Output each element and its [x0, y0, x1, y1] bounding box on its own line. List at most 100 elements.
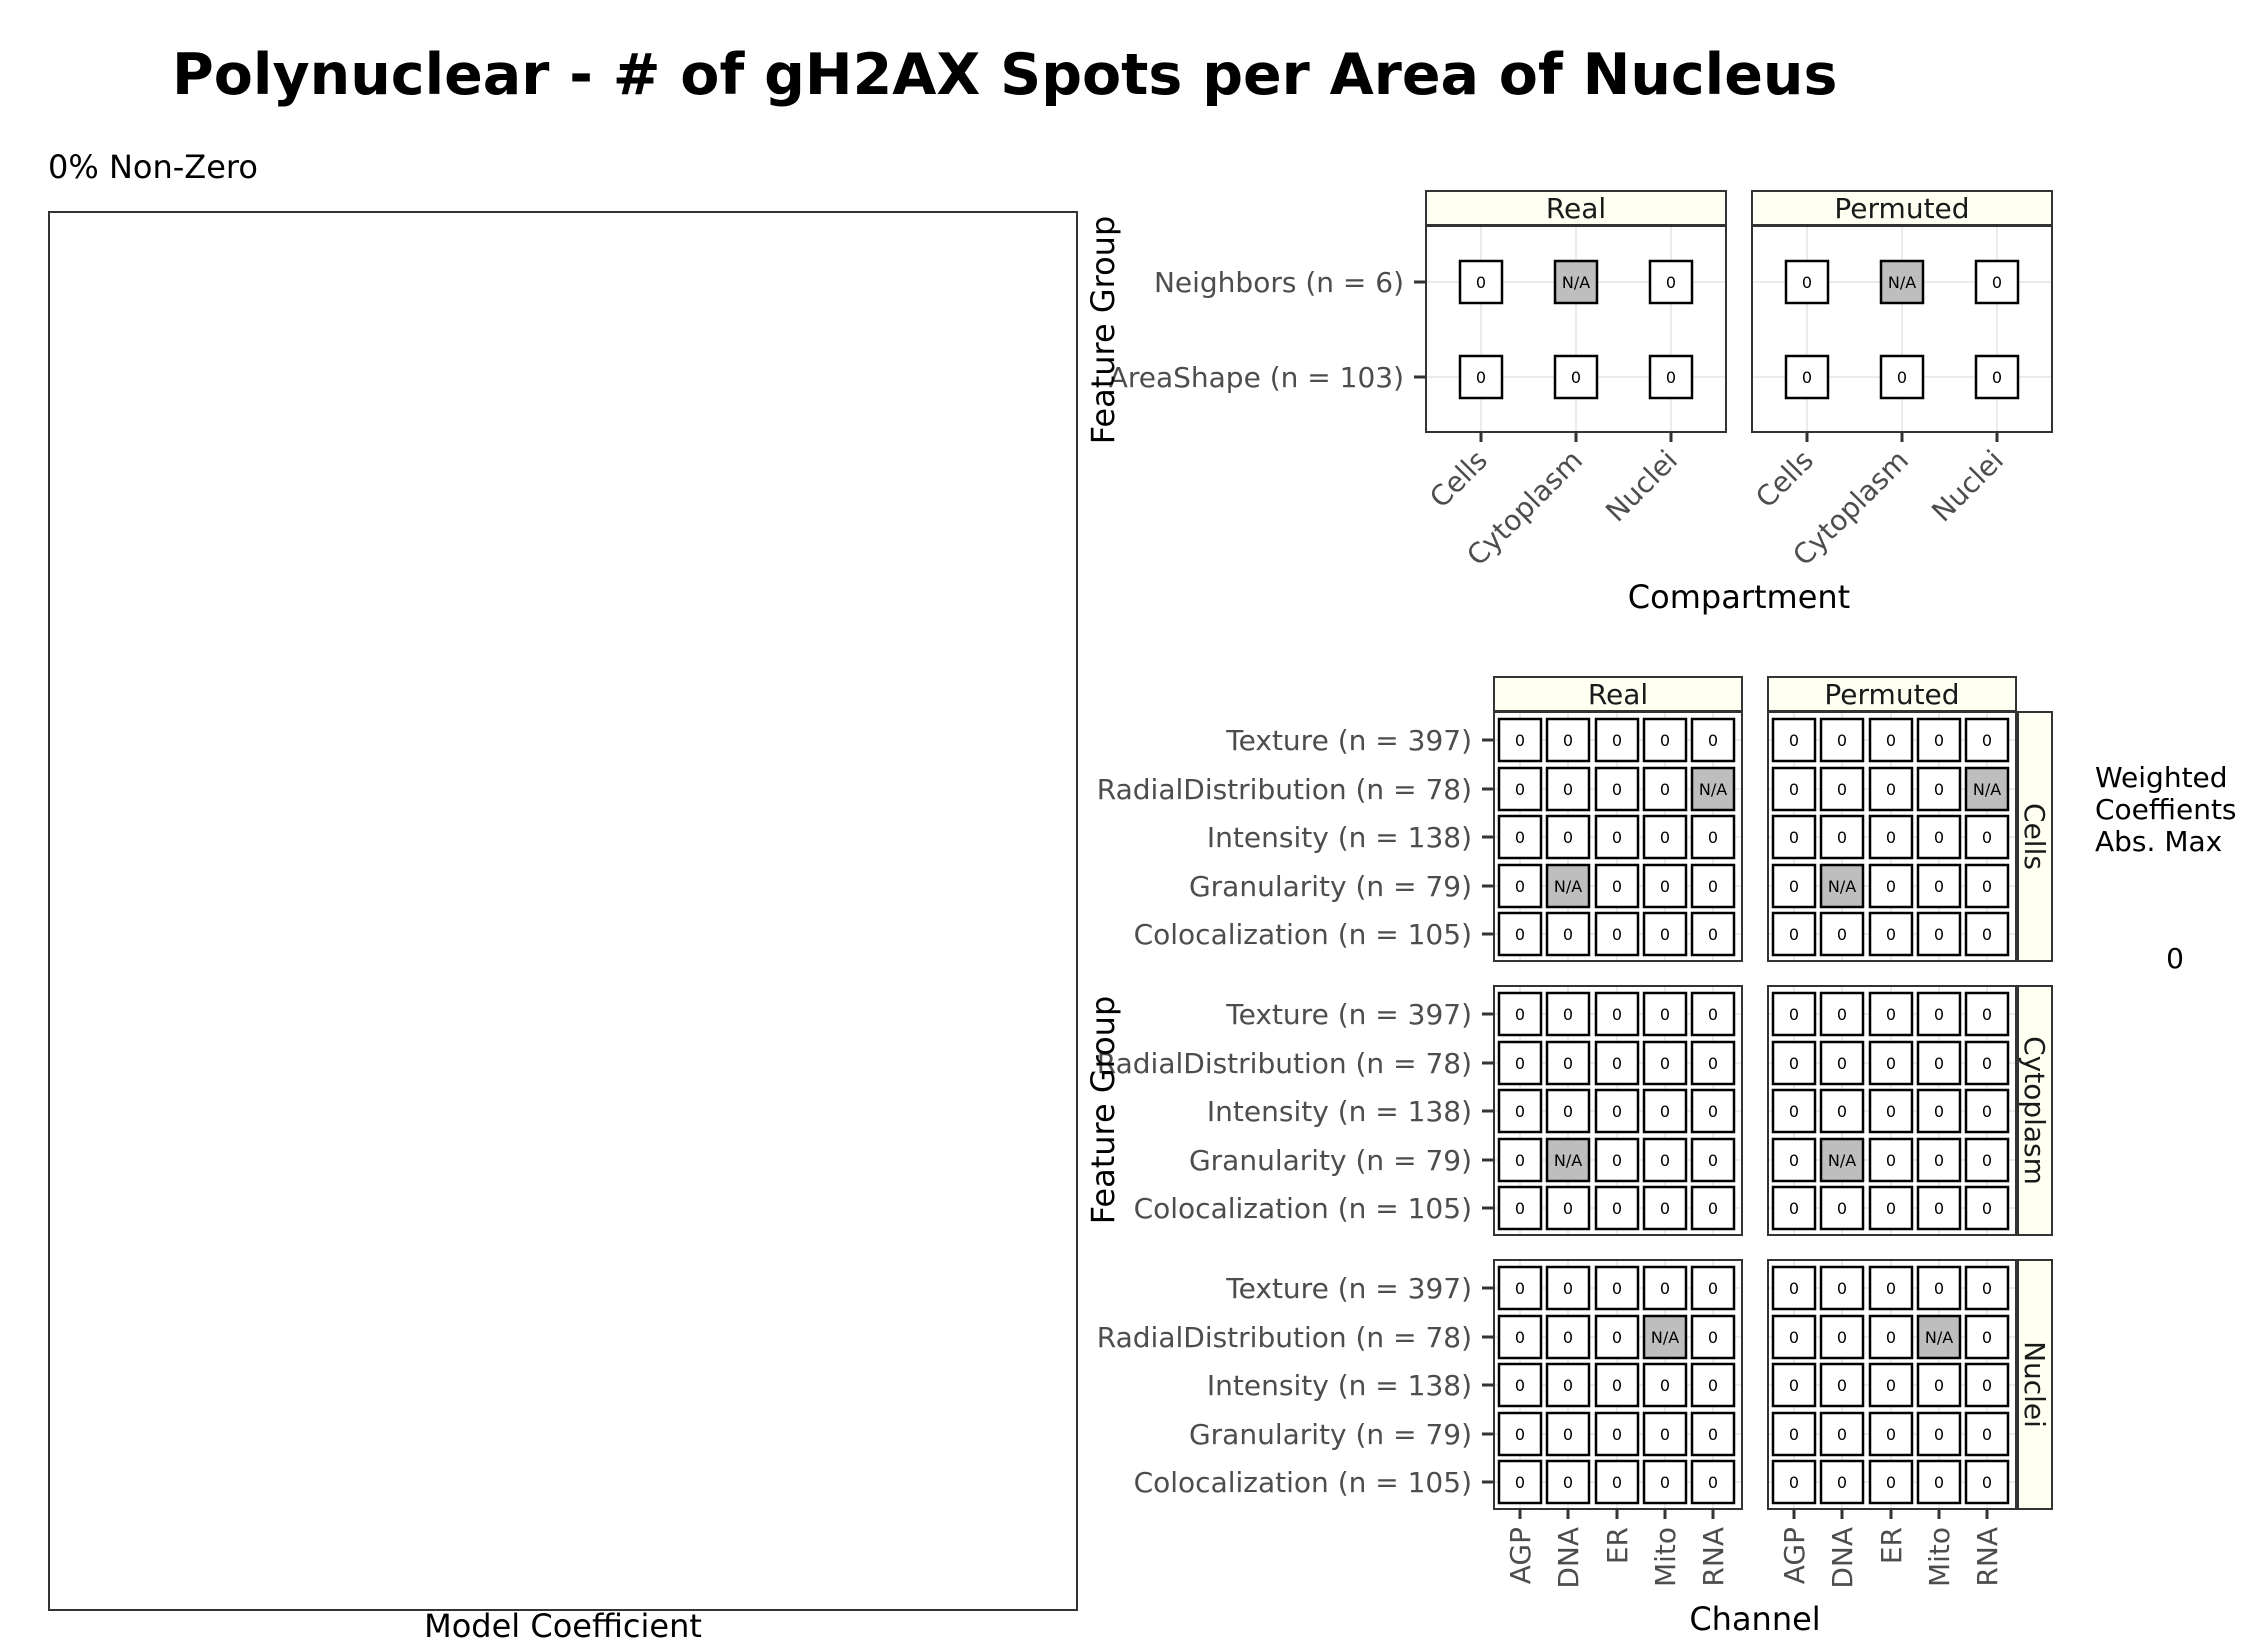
heat-cell — [1868, 863, 1914, 909]
heat-cell-label: 0 — [1515, 1005, 1525, 1024]
legend-title-line: Coeffients — [2095, 793, 2237, 826]
heat-cell — [1545, 766, 1591, 812]
heat-cell — [1690, 991, 1736, 1037]
heat-cell — [1964, 1265, 2010, 1311]
heat-cell — [1642, 1088, 1688, 1134]
heat-cell-label: 0 — [1515, 1054, 1525, 1073]
heat-cell — [1916, 863, 1962, 909]
heat-cell — [1868, 911, 1914, 957]
heat-cell — [1819, 1088, 1865, 1134]
heat-cell-label: 0 — [1982, 1328, 1992, 1347]
heat-cell-label: N/A — [1925, 1328, 1953, 1347]
strip-label: Permuted — [1834, 192, 1969, 225]
heat-cell-label: 0 — [1515, 1102, 1525, 1121]
heat-cell — [1545, 911, 1591, 957]
heat-cell-label: 0 — [1886, 1199, 1896, 1218]
heat-cell-label: 0 — [1708, 1425, 1718, 1444]
heat-cell-label: 0 — [1660, 828, 1670, 847]
heat-cell-label: 0 — [1476, 368, 1486, 387]
heat-cell-label: 0 — [1934, 780, 1944, 799]
heat-cell — [1819, 1362, 1865, 1408]
heat-cell — [1594, 814, 1640, 860]
heat-cell-label: 0 — [1612, 877, 1622, 896]
heat-cell-label: 0 — [1934, 828, 1944, 847]
compartment-x-axis-title: Compartment — [1628, 578, 1850, 616]
heat-cell — [1545, 1088, 1591, 1134]
heat-cell-label: 0 — [1612, 925, 1622, 944]
heat-cell-label: 0 — [1886, 1102, 1896, 1121]
heat-cell — [1497, 814, 1543, 860]
heat-cell — [1497, 911, 1543, 957]
heat-cell — [1642, 814, 1688, 860]
heat-cell-label: 0 — [1515, 1376, 1525, 1395]
heat-cell-label: 0 — [1982, 1279, 1992, 1298]
heat-cell-label: 0 — [1515, 1151, 1525, 1170]
heat-cell — [1553, 259, 1599, 305]
heat-cell — [1964, 1411, 2010, 1457]
heat-cell — [1690, 863, 1736, 909]
strip-label: Cytoplasm — [2018, 1036, 2051, 1185]
heat-cell — [1879, 354, 1925, 400]
heat-cell — [1690, 911, 1736, 957]
heat-cell-label: 0 — [1982, 1005, 1992, 1024]
heat-cell-label: 0 — [1837, 1054, 1847, 1073]
heat-cell — [1916, 1265, 1962, 1311]
heat-cell — [1594, 1362, 1640, 1408]
y-tick-label: Texture (n = 397) — [1225, 1272, 1472, 1305]
heat-cell-label: 0 — [1837, 828, 1847, 847]
heat-cell — [1497, 1411, 1543, 1457]
heat-cell — [1868, 1314, 1914, 1360]
heat-cell-label: 0 — [1992, 368, 2002, 387]
heat-cell-label: 0 — [1666, 368, 1676, 387]
heat-cell-label: 0 — [1789, 1151, 1799, 1170]
heat-cell-label: 0 — [1563, 1054, 1573, 1073]
panel-border — [1767, 711, 2017, 962]
heat-cell — [1771, 1088, 1817, 1134]
heat-cell — [1553, 354, 1599, 400]
heat-cell-label: 0 — [1660, 1473, 1670, 1492]
heat-cell — [1819, 717, 1865, 763]
heat-cell — [1545, 863, 1591, 909]
heat-cell-label: 0 — [1708, 1199, 1718, 1218]
heat-cell — [1594, 1137, 1640, 1183]
heat-cell — [1690, 1137, 1736, 1183]
heat-cell-label: 0 — [1934, 1005, 1944, 1024]
heat-cell-label: 0 — [1789, 1199, 1799, 1218]
heat-cell — [1916, 1185, 1962, 1231]
heat-cell — [1771, 911, 1817, 957]
heat-cell — [1497, 1362, 1543, 1408]
heat-cell — [1916, 911, 1962, 957]
heat-cell — [1497, 1265, 1543, 1311]
heat-cell-label: 0 — [1612, 780, 1622, 799]
heat-cell-label: 0 — [1515, 1199, 1525, 1218]
x-tick-label: ER — [1875, 1527, 1908, 1564]
legend-value: 0 — [2166, 942, 2184, 975]
heat-cell — [1819, 1411, 1865, 1457]
heat-cell-label: 0 — [1934, 1279, 1944, 1298]
strip-label: Real — [1588, 678, 1648, 711]
heat-cell-label: 0 — [1992, 273, 2002, 292]
heat-cell — [1868, 1137, 1914, 1183]
heat-cell-label: 0 — [1612, 1151, 1622, 1170]
heat-cell-label: 0 — [1934, 1102, 1944, 1121]
heat-cell — [1916, 1314, 1962, 1360]
y-tick-label: Colocalization (n = 105) — [1134, 1192, 1472, 1225]
y-tick-label: Intensity (n = 138) — [1207, 821, 1472, 854]
heat-cell — [1458, 259, 1504, 305]
heat-cell-label: 0 — [1708, 877, 1718, 896]
strip-label: Permuted — [1824, 678, 1959, 711]
heat-cell-label: 0 — [1934, 731, 1944, 750]
heat-cell — [1819, 766, 1865, 812]
heat-cell — [1771, 991, 1817, 1037]
heat-cell — [1819, 991, 1865, 1037]
heat-cell — [1868, 1265, 1914, 1311]
heat-cell — [1545, 1314, 1591, 1360]
heat-cell — [1868, 1185, 1914, 1231]
heat-cell-label: 0 — [1612, 1054, 1622, 1073]
heat-cell — [1594, 1265, 1640, 1311]
heat-cell-label: 0 — [1666, 273, 1676, 292]
heat-cell — [1690, 766, 1736, 812]
heat-cell — [1690, 1411, 1736, 1457]
heat-cell — [1819, 1459, 1865, 1505]
heat-cell-label: 0 — [1708, 1054, 1718, 1073]
